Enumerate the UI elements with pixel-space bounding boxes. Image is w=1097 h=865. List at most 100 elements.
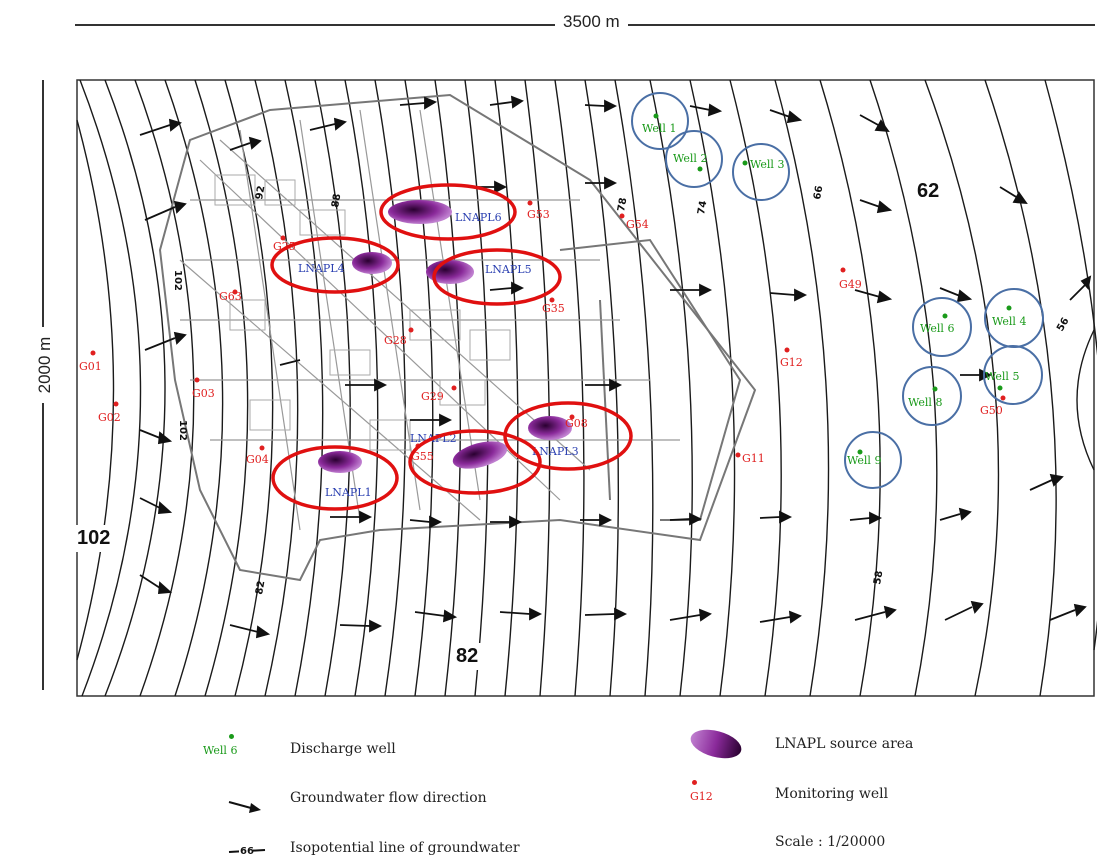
lnapl-highlight-ellipses [270, 183, 633, 511]
flow-arrow [499, 607, 543, 621]
discharge-label: Well 8 [908, 396, 942, 409]
discharge-label: Well 3 [750, 158, 784, 171]
flow-arrow [1029, 473, 1064, 491]
flow-arrow [144, 200, 187, 221]
flow-arrow [489, 95, 524, 109]
iso-label: 88 [330, 193, 343, 209]
map-frame [76, 79, 1095, 697]
flow-arrow [409, 515, 443, 529]
iso-label: 92 [254, 185, 267, 201]
flow-arrow [229, 624, 271, 639]
discharge-label: Well 5 [985, 370, 1019, 383]
flow-arrow [489, 281, 525, 295]
flow-arrow [669, 512, 703, 526]
discharge-label: Well 2 [673, 152, 707, 165]
legend-iso-line-icon: 66 [228, 844, 266, 857]
flow-arrow [939, 287, 973, 303]
site-buildings [214, 174, 511, 451]
legend-monitoring-symbol: G12 [690, 780, 713, 804]
discharge-label: Well 1 [642, 122, 676, 135]
highlight-circle [983, 345, 1043, 405]
flow-arrow [490, 515, 523, 529]
legend-monitoring-label: Monitoring well [775, 786, 889, 802]
flow-arrows [139, 95, 1092, 639]
flow-arrow [759, 610, 802, 624]
flow-arrow [859, 199, 893, 214]
flow-arrow [580, 513, 613, 527]
flow-arrow [399, 96, 438, 110]
flow-arrow [1049, 603, 1087, 621]
discharge-label: Well 4 [992, 315, 1026, 328]
flow-arrow [345, 378, 388, 392]
lnapl-source-area [452, 441, 508, 469]
flow-arrow [309, 117, 347, 131]
flow-arrow [584, 607, 628, 621]
highlight-circle [912, 297, 972, 357]
well-highlight-circles [631, 92, 1044, 489]
lnapl-source-area [352, 252, 392, 274]
flow-arrow [139, 429, 173, 445]
lnapl-label: LNAPL3 [532, 445, 579, 458]
iso-label: 56 [1055, 316, 1072, 334]
discharge-label: Well 6 [920, 322, 954, 335]
iso-line-labels: 102 102 92 88 78 74 66 82 58 56 [172, 185, 1072, 596]
iso-label: 102 [177, 420, 188, 441]
highlight-ellipse [270, 236, 400, 294]
flow-arrow [670, 283, 713, 297]
flow-arrow [849, 511, 883, 525]
discharge-wells [653, 113, 1012, 455]
monitoring-label: G25 [273, 240, 296, 253]
flow-arrow [769, 288, 808, 302]
highlight-ellipse [379, 183, 517, 241]
iso-label: 74 [696, 200, 709, 216]
highlight-circle [665, 130, 723, 188]
highlight-ellipse [408, 429, 542, 495]
flow-arrow [339, 619, 383, 633]
iso-label: 102 [172, 270, 183, 291]
flow-arrow [139, 118, 182, 136]
svg-text:66: 66 [240, 846, 254, 857]
flow-arrow [330, 510, 373, 524]
lnapl-source-area [388, 200, 452, 224]
monitoring-label: G01 [79, 360, 102, 373]
flow-arrow [939, 507, 972, 521]
monitoring-label: G50 [980, 404, 1003, 417]
monitoring-label: G04 [246, 453, 269, 466]
contour-value-bottom: 82 [452, 643, 483, 670]
legend-scale: Scale : 1/20000 [775, 834, 886, 850]
flow-arrow [585, 378, 623, 392]
lnapl-source-area [528, 416, 572, 440]
lnapl-label: LNAPL6 [455, 211, 502, 224]
flow-arrow [279, 359, 301, 366]
legend-flow-arrow-icon [228, 801, 261, 813]
legend-iso-label: Isopotential line of groundwater [290, 840, 520, 856]
highlight-ellipse [503, 401, 633, 471]
lnapl-source-area [318, 451, 362, 473]
monitoring-wells [90, 200, 1006, 458]
contour-value-left: 102 [73, 525, 115, 552]
legend-lnapl-icon [690, 729, 742, 759]
site-roads [179, 109, 680, 531]
flow-arrow [669, 608, 712, 622]
lnapl-label: LNAPL5 [485, 263, 532, 276]
flow-arrow [229, 136, 262, 151]
iso-label: 58 [872, 570, 885, 586]
legend-discharge-label: Discharge well [290, 741, 396, 757]
legend-discharge-symbol: Well 6 [203, 734, 237, 758]
lnapl-label: LNAPL4 [298, 262, 345, 275]
monitoring-label: G63 [219, 290, 242, 303]
monitoring-label: G35 [542, 302, 565, 315]
flow-arrow [759, 510, 793, 524]
iso-label: 82 [254, 580, 267, 596]
monitoring-label: G11 [742, 452, 765, 465]
flow-arrow [139, 497, 173, 514]
highlight-circle [844, 431, 902, 489]
monitoring-label: G28 [384, 334, 407, 347]
flow-arrow [584, 99, 618, 113]
iso-label: 66 [812, 185, 825, 201]
isopotential-lines [76, 79, 1097, 697]
discharge-labels: Well 1 Well 2 Well 3 Well 4 Well 5 Well … [642, 122, 1026, 467]
flow-arrow [1069, 275, 1092, 301]
flow-arrow [999, 186, 1028, 205]
